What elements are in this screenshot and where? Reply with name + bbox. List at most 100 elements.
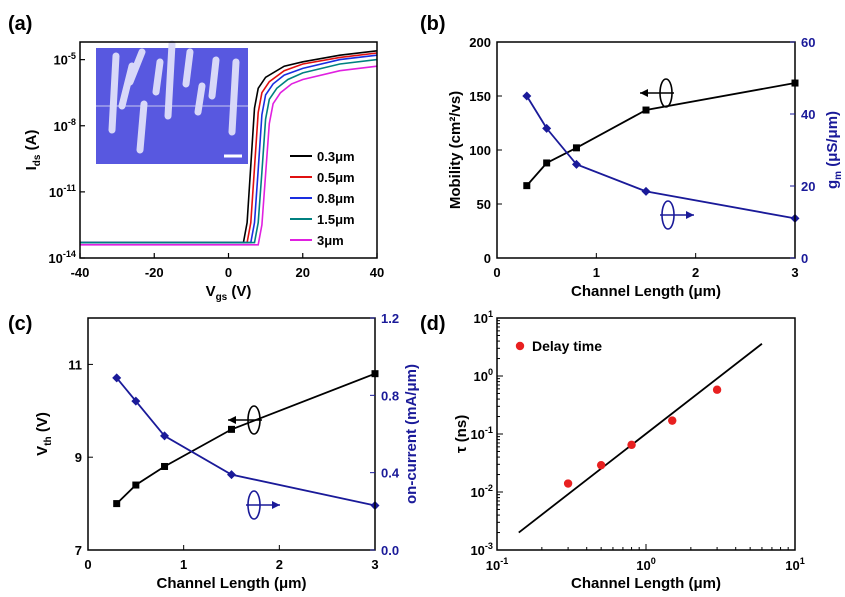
legend-marker <box>515 341 525 351</box>
panel-b-letter: (b) <box>420 13 446 35</box>
inset-electrode <box>136 100 148 154</box>
data-point <box>522 91 532 101</box>
x-tick-label: 0 <box>493 265 500 280</box>
legend-label: 0.8μm <box>317 191 355 206</box>
series-line-1 <box>116 377 376 507</box>
x-tick-label: 2 <box>276 557 283 572</box>
y-axis-left-label-sub: th <box>43 436 54 445</box>
panel-d-letter: (d) <box>420 313 446 335</box>
data-point <box>131 396 141 406</box>
y-tick-label-left: 0 <box>484 251 491 266</box>
y-tick-label: 10-8 <box>53 117 76 134</box>
x-tick-label: 3 <box>791 265 798 280</box>
series-line-4 <box>80 65 378 246</box>
inset-electrode <box>108 52 120 134</box>
right-axis-indicator-head <box>272 501 280 509</box>
legend-label: Delay time <box>532 338 602 354</box>
panel-b-frame <box>496 41 796 259</box>
y-tick-label-base: 10 <box>48 251 62 266</box>
y-tick-label-right: 0.0 <box>381 543 399 558</box>
y-axis-left-label-group: Vth (V) <box>34 412 54 456</box>
x-tick-label: 100 <box>636 556 656 573</box>
x-tick-label-base: 10 <box>785 558 799 573</box>
x-axis-label-sub: gs <box>216 292 228 303</box>
x-tick-label-base: 10 <box>486 558 500 573</box>
panel-a-letter: (a) <box>8 13 32 35</box>
y-tick-label-exp: -8 <box>68 117 76 127</box>
x-tick-label: 2 <box>692 265 699 280</box>
y-tick-label-base: 10 <box>470 427 484 442</box>
y-tick-label: 10-14 <box>48 249 77 266</box>
y-tick-label-left: 100 <box>469 143 491 158</box>
y-tick-label-left: 9 <box>75 450 82 465</box>
inset-electrode <box>228 58 240 136</box>
data-point <box>571 159 581 169</box>
panel-c-letter: (c) <box>8 313 32 335</box>
data-point <box>113 500 121 508</box>
x-axis-label: Vgs (V) <box>206 283 252 303</box>
data-point <box>596 460 606 470</box>
y-tick-label-exp: 0 <box>488 367 493 377</box>
left-axis-indicator-head <box>640 89 648 97</box>
y-tick-label-exp: 1 <box>488 309 493 319</box>
x-tick-label: 10-1 <box>486 556 509 573</box>
series-line-3 <box>80 58 378 244</box>
y-axis-label-group: Ids (A) <box>23 130 43 171</box>
panel-c-frame <box>87 317 376 551</box>
data-point <box>542 123 552 133</box>
inset-electrode <box>182 48 194 88</box>
y-axis-right-label-main: g <box>824 180 841 189</box>
inset-electrode <box>152 58 164 96</box>
y-tick-label-base: 10 <box>470 543 484 558</box>
y-axis-label-main: I <box>23 166 40 170</box>
x-axis-label-main: V <box>206 283 216 300</box>
x-tick-label-base: 10 <box>636 558 650 573</box>
y-tick-label: 10-2 <box>470 483 493 500</box>
x-tick-label: -20 <box>145 265 164 280</box>
y-tick-label-base: 10 <box>49 185 63 200</box>
y-tick-label-left: 7 <box>75 543 82 558</box>
y-axis-label-unit: (A) <box>23 130 40 155</box>
data-point <box>642 106 650 114</box>
y-axis-right-label-unit: (μS/μm) <box>824 111 841 171</box>
data-point <box>543 159 551 167</box>
y-axis-label-group: τ (ns) <box>453 415 470 453</box>
y-tick-label-exp: -1 <box>485 425 493 435</box>
data-point <box>112 373 122 383</box>
inset-electrode <box>208 56 220 100</box>
inset-electrode <box>164 40 176 120</box>
legend-label: 1.5μm <box>317 212 355 227</box>
y-tick-label-base: 10 <box>473 369 487 384</box>
y-tick-label-right: 0 <box>801 251 808 266</box>
x-tick-label-exp: 1 <box>800 556 805 566</box>
x-tick-label: 3 <box>371 557 378 572</box>
right-axis-indicator-head <box>686 211 694 219</box>
data-point <box>563 479 573 488</box>
data-point <box>627 440 636 450</box>
x-tick-label: 0 <box>225 265 232 280</box>
y-axis-label-sub: ds <box>32 154 43 166</box>
y-axis-left-label-unit: (V) <box>34 412 51 436</box>
data-point <box>641 186 651 196</box>
y-axis-left-label: Vth (V) <box>34 412 54 456</box>
y-tick-label-exp: -3 <box>485 541 493 551</box>
x-axis-label: Channel Length (μm) <box>157 575 307 592</box>
series-line-2 <box>80 54 378 244</box>
data-point <box>227 470 236 480</box>
data-point <box>161 462 169 470</box>
y-tick-label-base: 10 <box>53 119 67 134</box>
y-tick-label: 10-1 <box>470 425 493 442</box>
y-axis-label: Ids (A) <box>23 130 43 171</box>
data-point <box>668 416 677 425</box>
series-line-0 <box>116 372 376 505</box>
x-tick-label: 40 <box>370 265 384 280</box>
data-point <box>712 385 722 394</box>
y-axis-right-label: gm (μS/μm) <box>824 111 844 189</box>
y-tick-label-right: 0.4 <box>381 466 400 481</box>
x-axis-label-unit: (V) <box>227 283 251 300</box>
series-line-1 <box>80 52 378 244</box>
panel-c: 0 1 2 3 7 9 11 0.0 0.4 0.8 1.2 Channel Length (μm) V… <box>34 311 420 592</box>
